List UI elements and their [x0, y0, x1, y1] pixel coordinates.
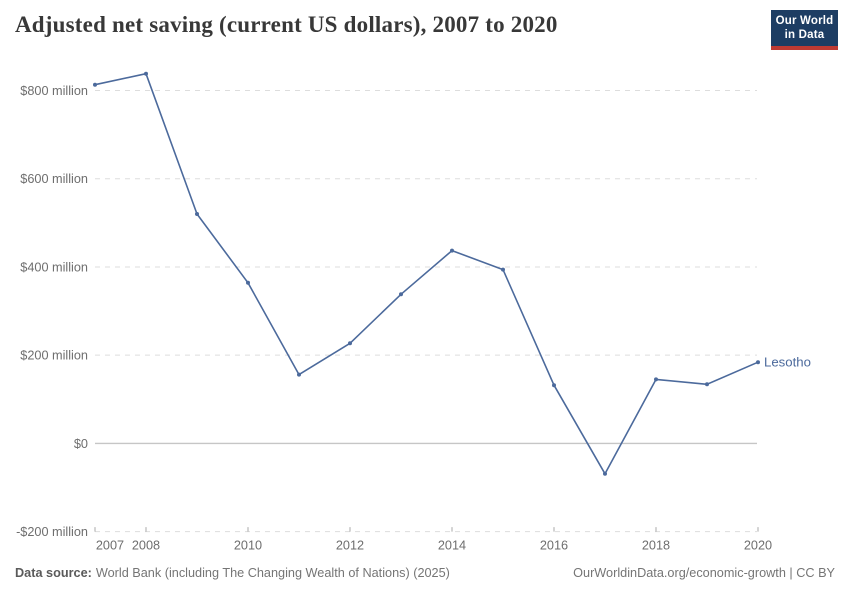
owid-logo-text-line2: in Data	[784, 28, 825, 41]
x-tick-label: 2012	[336, 539, 364, 553]
owid-logo[interactable]: Our World in Data	[771, 10, 838, 50]
data-point-2012[interactable]	[348, 341, 352, 346]
data-source: Data source: World Bank (including The Ch…	[15, 566, 450, 580]
owid-logo-text-line1: Our World	[775, 15, 834, 27]
data-point-2014[interactable]	[450, 248, 454, 253]
y-tick-label: $800 million	[20, 84, 88, 98]
data-point-2018[interactable]	[654, 377, 658, 382]
data-point-2009[interactable]	[195, 212, 199, 216]
data-point-2017[interactable]	[603, 471, 607, 476]
chart-title: Adjusted net saving (current US dollars)…	[15, 12, 558, 37]
y-tick-label: -$200 million	[16, 525, 88, 539]
x-tick-label: 2010	[234, 539, 262, 553]
chart-footer: Data source: World Bank (including The Ch…	[15, 566, 835, 580]
data-point-2020[interactable]	[756, 360, 760, 365]
data-point-2008[interactable]	[144, 71, 148, 76]
data-point-2019[interactable]	[705, 382, 709, 387]
y-tick-label: $400 million	[20, 260, 88, 274]
owid-link[interactable]: OurWorldinData.org/economic-growth | CC …	[573, 566, 835, 580]
x-tick-label: 2020	[744, 539, 772, 553]
series-line-lesotho[interactable]	[94, 72, 759, 475]
y-tick-label: $0	[74, 437, 88, 451]
data-source-text: World Bank (including The Changing Wealt…	[95, 566, 450, 580]
y-tick-label: $600 million	[20, 172, 88, 186]
x-tick-label: 2018	[642, 539, 670, 553]
data-point-2007[interactable]	[93, 82, 97, 87]
data-point-2011[interactable]	[297, 372, 301, 377]
data-source-label: Data source:	[15, 566, 92, 580]
data-point-2010[interactable]	[246, 280, 250, 285]
data-point-2016[interactable]	[552, 383, 556, 388]
x-tick-label: 2014	[438, 539, 466, 553]
x-tick-label: 2007	[96, 539, 124, 553]
y-tick-label: $200 million	[20, 349, 88, 363]
data-point-2013[interactable]	[399, 292, 403, 297]
data-point-2015[interactable]	[501, 267, 505, 272]
series-label-lesotho: Lesotho	[764, 355, 811, 370]
x-tick-label: 2008	[132, 539, 160, 553]
x-tick-label: 2016	[540, 539, 568, 553]
